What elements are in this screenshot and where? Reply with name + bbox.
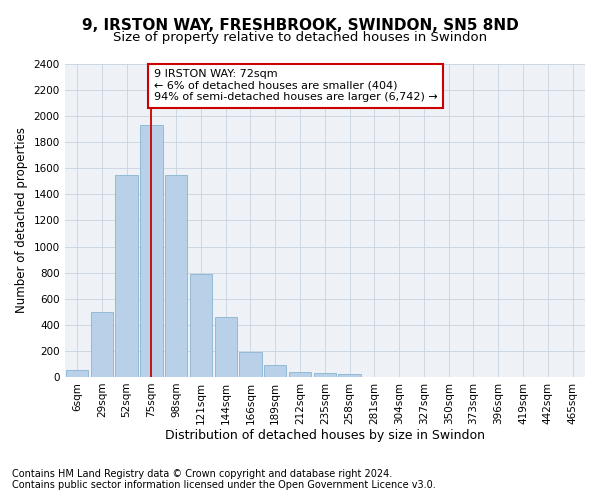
Bar — [190, 274, 212, 377]
Bar — [91, 312, 113, 377]
Bar — [215, 317, 237, 377]
Text: Contains public sector information licensed under the Open Government Licence v3: Contains public sector information licen… — [12, 480, 436, 490]
Text: 9, IRSTON WAY, FRESHBROOK, SWINDON, SN5 8ND: 9, IRSTON WAY, FRESHBROOK, SWINDON, SN5 … — [82, 18, 518, 32]
Bar — [314, 374, 336, 377]
Bar — [289, 372, 311, 377]
Text: Contains HM Land Registry data © Crown copyright and database right 2024.: Contains HM Land Registry data © Crown c… — [12, 469, 392, 479]
Bar — [338, 374, 361, 377]
Text: 9 IRSTON WAY: 72sqm
← 6% of detached houses are smaller (404)
94% of semi-detach: 9 IRSTON WAY: 72sqm ← 6% of detached hou… — [154, 69, 437, 102]
Text: Size of property relative to detached houses in Swindon: Size of property relative to detached ho… — [113, 31, 487, 44]
Bar — [115, 175, 138, 377]
Bar — [140, 126, 163, 377]
Y-axis label: Number of detached properties: Number of detached properties — [15, 128, 28, 314]
X-axis label: Distribution of detached houses by size in Swindon: Distribution of detached houses by size … — [165, 430, 485, 442]
Bar — [264, 365, 286, 377]
Bar — [66, 370, 88, 377]
Bar — [239, 352, 262, 377]
Bar — [165, 175, 187, 377]
